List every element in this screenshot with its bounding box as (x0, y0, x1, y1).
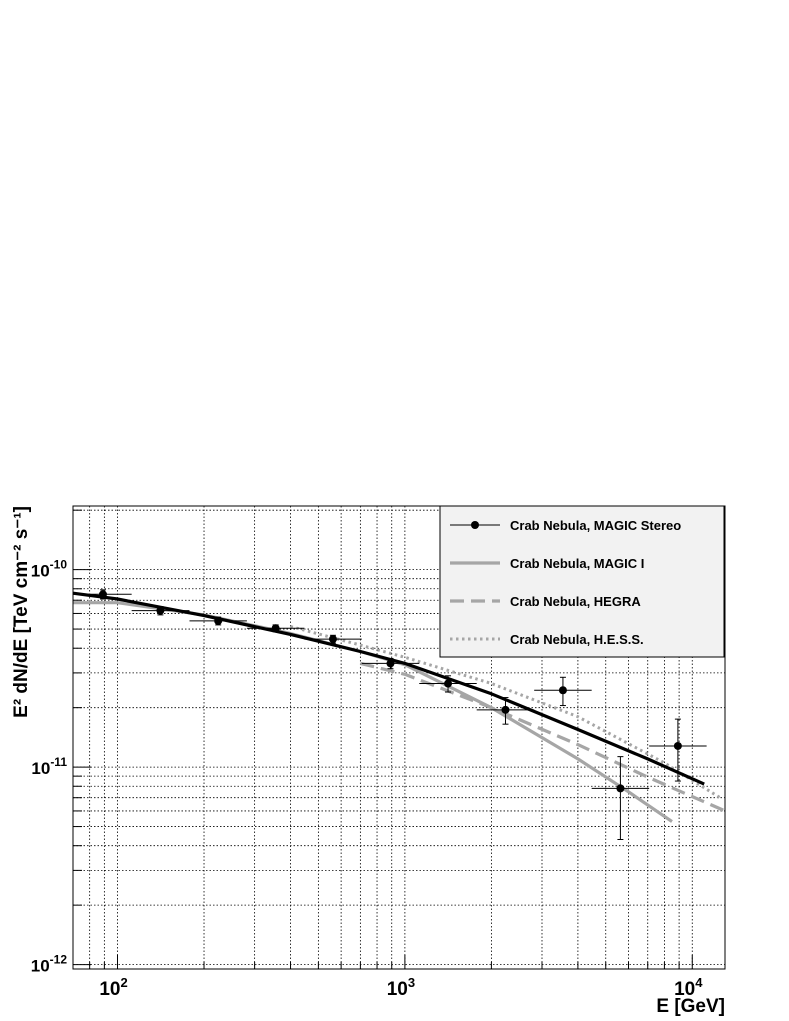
data-point (591, 756, 650, 841)
point-marker (156, 606, 165, 615)
point-marker (501, 705, 510, 714)
legend-item: Crab Nebula, MAGIC Stereo (450, 518, 681, 533)
y-axis-label: E² dN/dE [TeV cm⁻² s⁻¹] (11, 506, 32, 718)
point-marker (444, 679, 453, 688)
point-marker (214, 616, 223, 625)
legend-label: Crab Nebula, HEGRA (510, 594, 641, 609)
tick-labels: 102 103 104 10-10 10-11 10-12 (31, 558, 703, 1000)
legend-item: Crab Nebula, H.E.S.S. (450, 632, 644, 647)
data-points (73, 589, 707, 841)
data-point (304, 634, 362, 644)
data-point (131, 606, 190, 616)
x-axis-label: E [GeV] (656, 996, 725, 1017)
data-point (476, 697, 535, 725)
data-point (361, 657, 420, 670)
data-point (649, 718, 707, 782)
legend-box (439, 505, 725, 658)
point-marker (271, 624, 280, 633)
point-marker (98, 590, 107, 599)
series-line (290, 625, 721, 799)
data-point (189, 616, 247, 626)
point-marker (673, 741, 682, 750)
x-tick-label: 103 (387, 975, 415, 1000)
axis-ticks (72, 509, 693, 969)
data-point (73, 589, 132, 600)
point-marker (386, 659, 395, 668)
legend-label: Crab Nebula, H.E.S.S. (510, 632, 644, 647)
x-tick-label: 102 (99, 975, 127, 1000)
legend-item: Crab Nebula, HEGRA (450, 594, 641, 609)
data-point (246, 624, 305, 633)
legend-swatch-marker (471, 521, 479, 529)
y-tick-label: 10-11 (31, 755, 67, 778)
data-point (534, 676, 592, 707)
legend-label: Crab Nebula, MAGIC I (510, 556, 644, 571)
point-marker (616, 784, 625, 793)
legend-label: Crab Nebula, MAGIC Stereo (510, 518, 681, 533)
point-marker (328, 635, 337, 644)
data-point (419, 675, 477, 693)
x-tick-label: 104 (674, 975, 703, 1000)
y-tick-label: 10-12 (31, 953, 68, 976)
plot-frame (72, 505, 726, 970)
point-marker (558, 686, 567, 695)
legend-item: Crab Nebula, MAGIC I (450, 556, 644, 571)
series-line (360, 661, 726, 813)
y-tick-label: 10-10 (31, 558, 68, 581)
legend: Crab Nebula, MAGIC Stereo Crab Nebula, MA… (439, 505, 725, 658)
